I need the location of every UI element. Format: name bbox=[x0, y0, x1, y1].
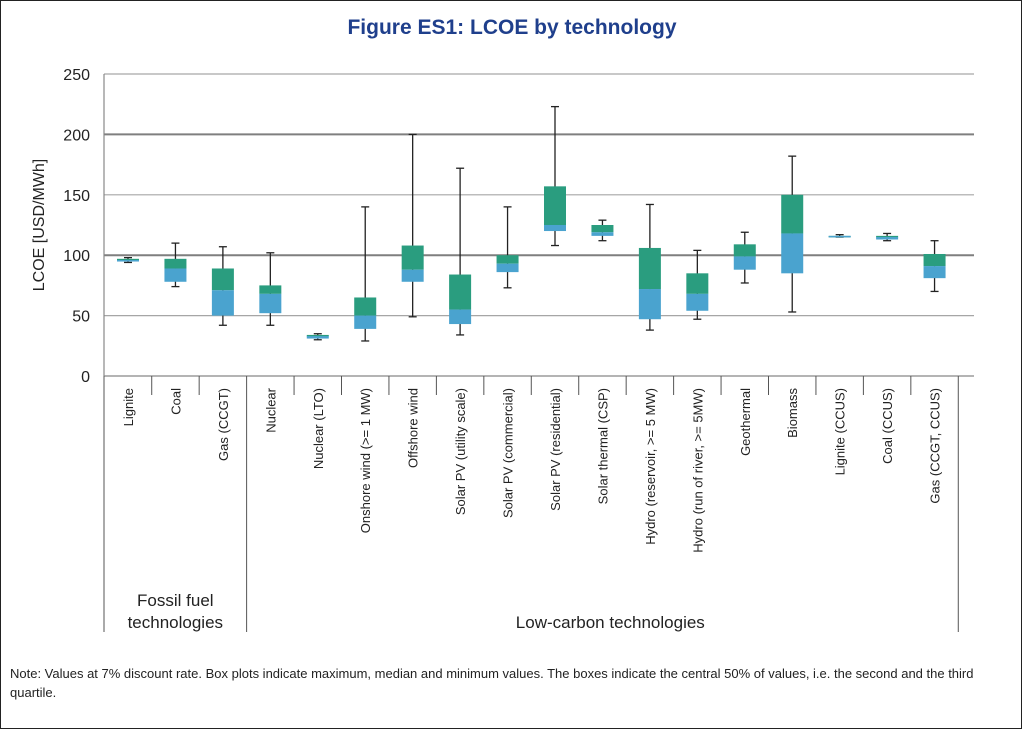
box-lower-quartile bbox=[211, 290, 234, 316]
box-lower-quartile bbox=[117, 260, 139, 262]
group-label: technologies bbox=[128, 613, 223, 632]
figure-note: Note: Values at 7% discount rate. Box pl… bbox=[10, 666, 974, 700]
category-label: Onshore wind (>= 1 MW) bbox=[358, 388, 373, 533]
category-label: Hydro (run of river, >= 5MW) bbox=[690, 388, 705, 553]
category-label: Solar PV (commercial) bbox=[501, 388, 516, 518]
box-lower-quartile bbox=[828, 235, 851, 238]
group-label: Fossil fuel bbox=[137, 591, 214, 610]
lcoe-box-chart: 0 50 100 150 200 250 LCOE [USD/MWh] Lignite Coal… bbox=[31, 67, 974, 632]
box-lower-quartile bbox=[449, 309, 472, 325]
y-axis-label: LCOE [USD/MWh] bbox=[31, 159, 48, 291]
box-upper-quartile bbox=[117, 258, 139, 261]
y-tick-label: 200 bbox=[63, 127, 90, 144]
box-upper-quartile bbox=[781, 194, 804, 234]
category-label: Lignite bbox=[121, 388, 136, 426]
box-lower-quartile bbox=[164, 268, 187, 282]
y-tick-label: 150 bbox=[63, 188, 90, 205]
box-lower-quartile bbox=[781, 233, 804, 274]
box-upper-quartile bbox=[259, 285, 282, 294]
box-upper-quartile bbox=[354, 297, 377, 316]
category-label: Hydro (reservoir, >= 5 MW) bbox=[643, 388, 658, 545]
y-tick-label: 0 bbox=[81, 369, 90, 386]
box-lower-quartile bbox=[354, 315, 377, 329]
box-lower-quartile bbox=[733, 256, 756, 270]
box-upper-quartile bbox=[211, 268, 234, 291]
y-tick-label: 250 bbox=[63, 67, 90, 84]
box-lower-quartile bbox=[638, 289, 661, 320]
category-label: Gas (CCGT) bbox=[216, 388, 231, 461]
category-label: Gas (CCGT, CCUS) bbox=[928, 388, 943, 504]
group-label: Low-carbon technologies bbox=[516, 613, 705, 632]
box-lower-quartile bbox=[496, 263, 519, 273]
figure-title: Figure ES1: LCOE by technology bbox=[347, 16, 677, 39]
box-upper-quartile bbox=[306, 334, 329, 337]
box-lower-quartile bbox=[259, 293, 282, 314]
box-lower-quartile bbox=[306, 336, 329, 339]
box-lower-quartile bbox=[544, 225, 566, 232]
category-label: Biomass bbox=[785, 388, 800, 438]
box-lower-quartile bbox=[923, 266, 946, 279]
y-tick-label: 100 bbox=[63, 248, 90, 265]
box-upper-quartile bbox=[638, 247, 661, 290]
box-upper-quartile bbox=[401, 245, 424, 270]
box-lower-quartile bbox=[591, 232, 614, 236]
box-upper-quartile bbox=[449, 274, 472, 310]
category-label: Coal bbox=[168, 388, 183, 415]
box-upper-quartile bbox=[923, 253, 946, 267]
category-label: Offshore wind bbox=[406, 388, 421, 468]
category-label: Solar thermal (CSP) bbox=[595, 388, 610, 504]
category-label: Nuclear (LTO) bbox=[311, 388, 326, 469]
y-tick-label: 50 bbox=[72, 309, 90, 326]
box-lower-quartile bbox=[686, 293, 709, 311]
box-upper-quartile bbox=[591, 225, 614, 233]
category-label: Nuclear bbox=[263, 387, 278, 432]
box-upper-quartile bbox=[686, 273, 709, 294]
category-label: Lignite (CCUS) bbox=[833, 388, 848, 475]
category-label: Coal (CCUS) bbox=[880, 388, 895, 464]
category-label: Geothermal bbox=[738, 388, 753, 456]
box-upper-quartile bbox=[733, 244, 756, 257]
box-upper-quartile bbox=[876, 235, 899, 238]
category-label: Solar PV (utility scale) bbox=[453, 388, 468, 515]
box-lower-quartile bbox=[401, 269, 424, 282]
box-upper-quartile bbox=[496, 255, 519, 264]
box-lower-quartile bbox=[876, 237, 899, 240]
box-upper-quartile bbox=[164, 258, 187, 269]
category-label: Solar PV (residential) bbox=[548, 388, 563, 511]
box-upper-quartile bbox=[544, 186, 566, 225]
